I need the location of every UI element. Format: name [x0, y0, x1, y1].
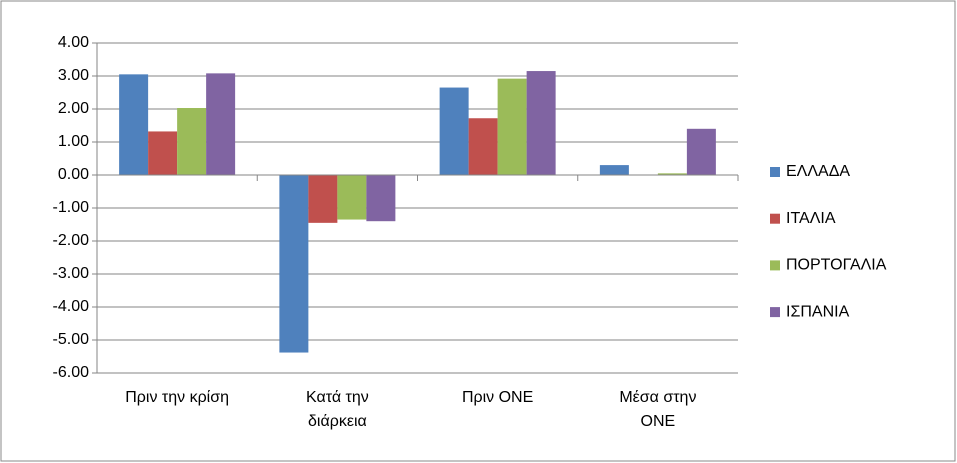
bar [279, 175, 309, 353]
bar [366, 175, 396, 222]
x-tick-label: Κατά την διάρκεια [306, 389, 369, 430]
legend-label: ΕΛΛΑΔΑ [786, 163, 850, 180]
legend-swatch [770, 167, 780, 177]
y-tick-label: 0.00 [58, 166, 89, 183]
y-tick-label: -6.00 [53, 364, 90, 381]
legend-label: ΙΣΠΑΝΙΑ [786, 303, 850, 320]
bar [599, 165, 629, 175]
bar [177, 108, 207, 175]
y-tick-label: -2.00 [53, 232, 90, 249]
y-tick-label: 3.00 [58, 67, 89, 84]
y-tick-label: -3.00 [53, 265, 90, 282]
bar [439, 87, 469, 175]
y-tick-label: 4.00 [58, 34, 89, 51]
bar [148, 131, 178, 175]
y-tick-label: -4.00 [53, 298, 90, 315]
bar [308, 175, 338, 223]
y-tick-label: -1.00 [53, 199, 90, 216]
legend-label: ΙΤΑΛΙΑ [786, 210, 836, 227]
legend-label: ΠΟΡΤΟΓΑΛΙΑ [786, 257, 887, 274]
y-tick-label: 1.00 [58, 133, 89, 150]
bar [526, 71, 556, 175]
bar [497, 78, 527, 175]
bar [686, 128, 716, 175]
legend-swatch [770, 213, 780, 224]
bar [657, 173, 687, 175]
x-tick-label: Μέσα στην ΟΝΕ [619, 389, 697, 430]
x-tick-label: Πριν ΟΝΕ [461, 389, 534, 406]
y-tick-label: -5.00 [53, 331, 90, 348]
legend-swatch [770, 260, 780, 271]
bar [337, 175, 367, 220]
y-tick-label: 2.00 [58, 100, 89, 117]
bar [206, 73, 236, 175]
bar [119, 74, 149, 175]
bar [468, 118, 498, 175]
x-tick-label: Πριν την κρίση [125, 389, 229, 406]
legend-swatch [770, 307, 780, 318]
